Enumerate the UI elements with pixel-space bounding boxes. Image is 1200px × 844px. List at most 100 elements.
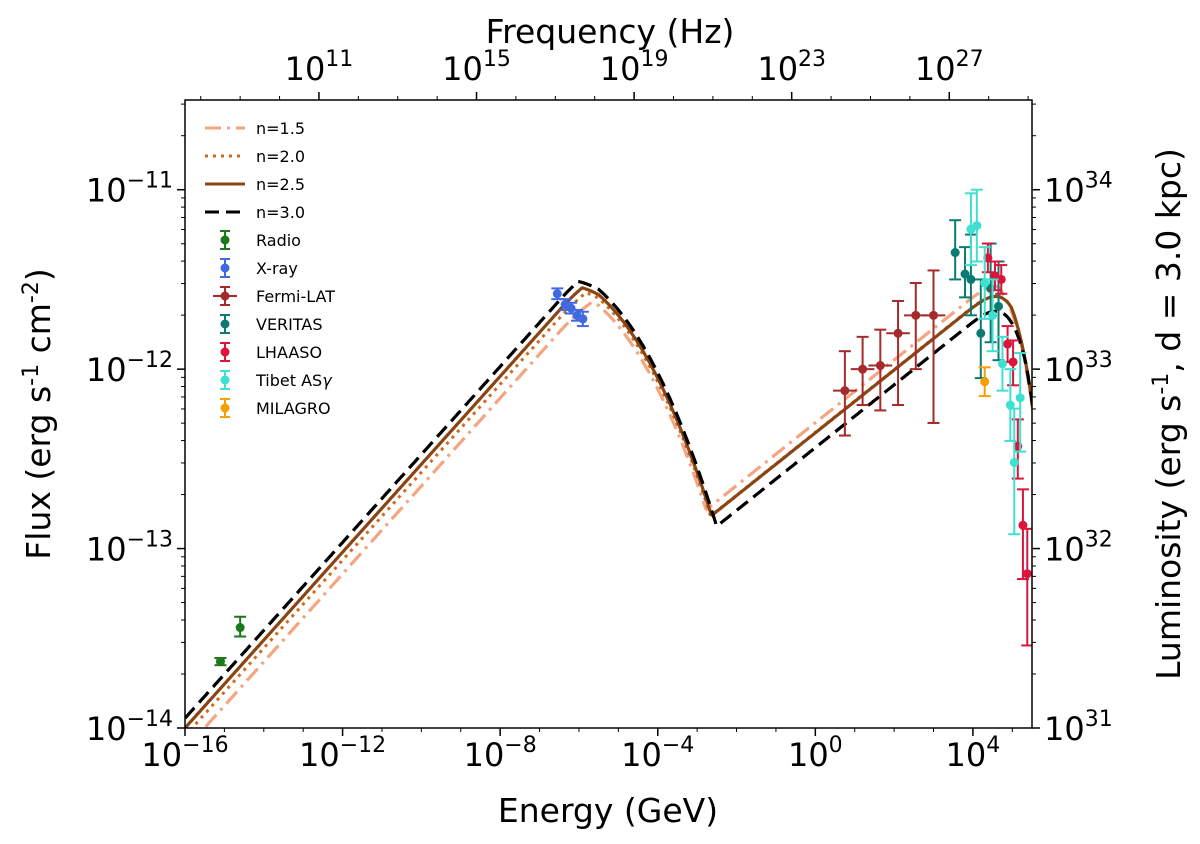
model-curve: [202, 284, 1032, 728]
data-point: [988, 260, 1001, 292]
legend-label: Tibet ASγ: [255, 371, 333, 390]
legend-marker: [220, 347, 230, 357]
marker: [1015, 393, 1025, 403]
y-tick-label: 10−12: [86, 348, 173, 389]
marker: [840, 386, 850, 396]
marker: [996, 274, 1006, 284]
data-point: [995, 264, 1008, 295]
data-point: [1008, 407, 1021, 536]
data-point: [1007, 339, 1020, 387]
top-tick-label: 1019: [600, 47, 669, 88]
data-point: [1004, 368, 1017, 442]
x-tick-label: 10−4: [621, 733, 694, 774]
x-tick-label: 104: [946, 733, 1001, 774]
right-tick-label: 1033: [1044, 348, 1113, 389]
data-point: [970, 188, 983, 263]
marker: [980, 278, 990, 288]
marker: [552, 289, 562, 299]
marker: [997, 359, 1007, 369]
marker: [950, 248, 960, 258]
data-points: [214, 188, 1032, 667]
plot-frame: [184, 99, 1033, 729]
legend-marker: [220, 375, 230, 385]
x-axis-label: Energy (GeV): [498, 791, 718, 830]
y-axis-label: Flux (erg s-1​ cm-2​): [19, 268, 58, 559]
marker: [1009, 457, 1019, 467]
marker: [929, 310, 939, 320]
marker: [1003, 339, 1013, 349]
legend-marker: [220, 319, 230, 329]
right-tick-label: 1032: [1044, 528, 1113, 569]
marker: [578, 314, 588, 324]
marker: [1005, 400, 1015, 410]
marker: [1008, 357, 1018, 367]
marker: [893, 328, 903, 338]
marker: [988, 310, 998, 320]
marker: [858, 364, 868, 374]
legend-marker: [220, 403, 230, 413]
data-point: [978, 246, 991, 320]
x-tick-label: 10−12: [299, 733, 386, 774]
marker: [235, 623, 245, 633]
legend: n=1.5 n=2.0 n=2.5 n=3.0 Radio X-ray Fermi-LAT V…: [205, 119, 335, 418]
marker: [972, 221, 982, 231]
model-curve: [185, 286, 1032, 728]
marker: [566, 303, 576, 313]
marker: [875, 361, 885, 371]
data-point: [959, 246, 972, 299]
data-point: [850, 335, 875, 407]
marker: [911, 310, 921, 320]
marker: [976, 328, 986, 338]
legend-label: Radio: [256, 231, 301, 250]
model-curve: [185, 279, 1032, 720]
data-point: [565, 301, 578, 315]
data-point: [986, 278, 999, 353]
legend-label: n=1.5: [256, 119, 305, 138]
legend-label: LHAASO: [256, 343, 322, 362]
legend-label: n=2.5: [256, 175, 305, 194]
legend-label: VERITAS: [256, 315, 323, 334]
model-curve: [190, 291, 1032, 728]
legend-label: MILAGRO: [256, 399, 331, 418]
legend-label: n=2.0: [256, 147, 305, 166]
legend-label: X-ray: [256, 259, 298, 278]
marker: [1018, 520, 1028, 530]
y-tick-label: 10−13: [86, 528, 173, 569]
legend-marker: [220, 263, 230, 273]
x-tick-label: 100: [788, 733, 843, 774]
axis-ticks: 10−16 10−12 10−8 10−4 100 104 10−14 10−13 10−12 1…: [86, 47, 1113, 774]
right-y-axis-label: Luminosity (erg s-1​, d = 3.0 kpc): [1149, 148, 1188, 680]
data-point: [996, 335, 1009, 392]
data-point: [833, 350, 857, 437]
legend-marker: [220, 291, 230, 301]
data-point: [921, 269, 946, 424]
x-tick-label: 10−8: [464, 733, 537, 774]
x-tick-label: 10−16: [141, 733, 228, 774]
data-point: [1014, 351, 1027, 453]
right-tick-label: 1034: [1044, 169, 1113, 210]
marker: [994, 301, 1004, 311]
marker: [980, 377, 990, 387]
marker: [1022, 569, 1032, 579]
legend-marker: [220, 235, 230, 245]
y-tick-label: 10−11: [86, 169, 173, 210]
data-point: [886, 299, 910, 407]
data-point: [978, 366, 991, 398]
marker: [966, 274, 976, 284]
y-tick-label: 10−14: [86, 707, 173, 748]
data-point: [949, 219, 962, 281]
plot-area: [185, 100, 1032, 728]
data-point: [903, 282, 928, 371]
top-tick-label: 1023: [757, 47, 826, 88]
model-curves: [185, 279, 1032, 728]
marker: [215, 657, 225, 667]
data-point: [576, 310, 589, 328]
legend-label: n=3.0: [256, 203, 305, 222]
top-tick-label: 1011: [285, 47, 354, 88]
data-point: [234, 615, 247, 638]
data-point: [868, 328, 893, 412]
top-axis-label: Frequency (Hz): [486, 12, 735, 51]
marker: [960, 269, 970, 279]
right-tick-label: 1031: [1044, 707, 1113, 748]
